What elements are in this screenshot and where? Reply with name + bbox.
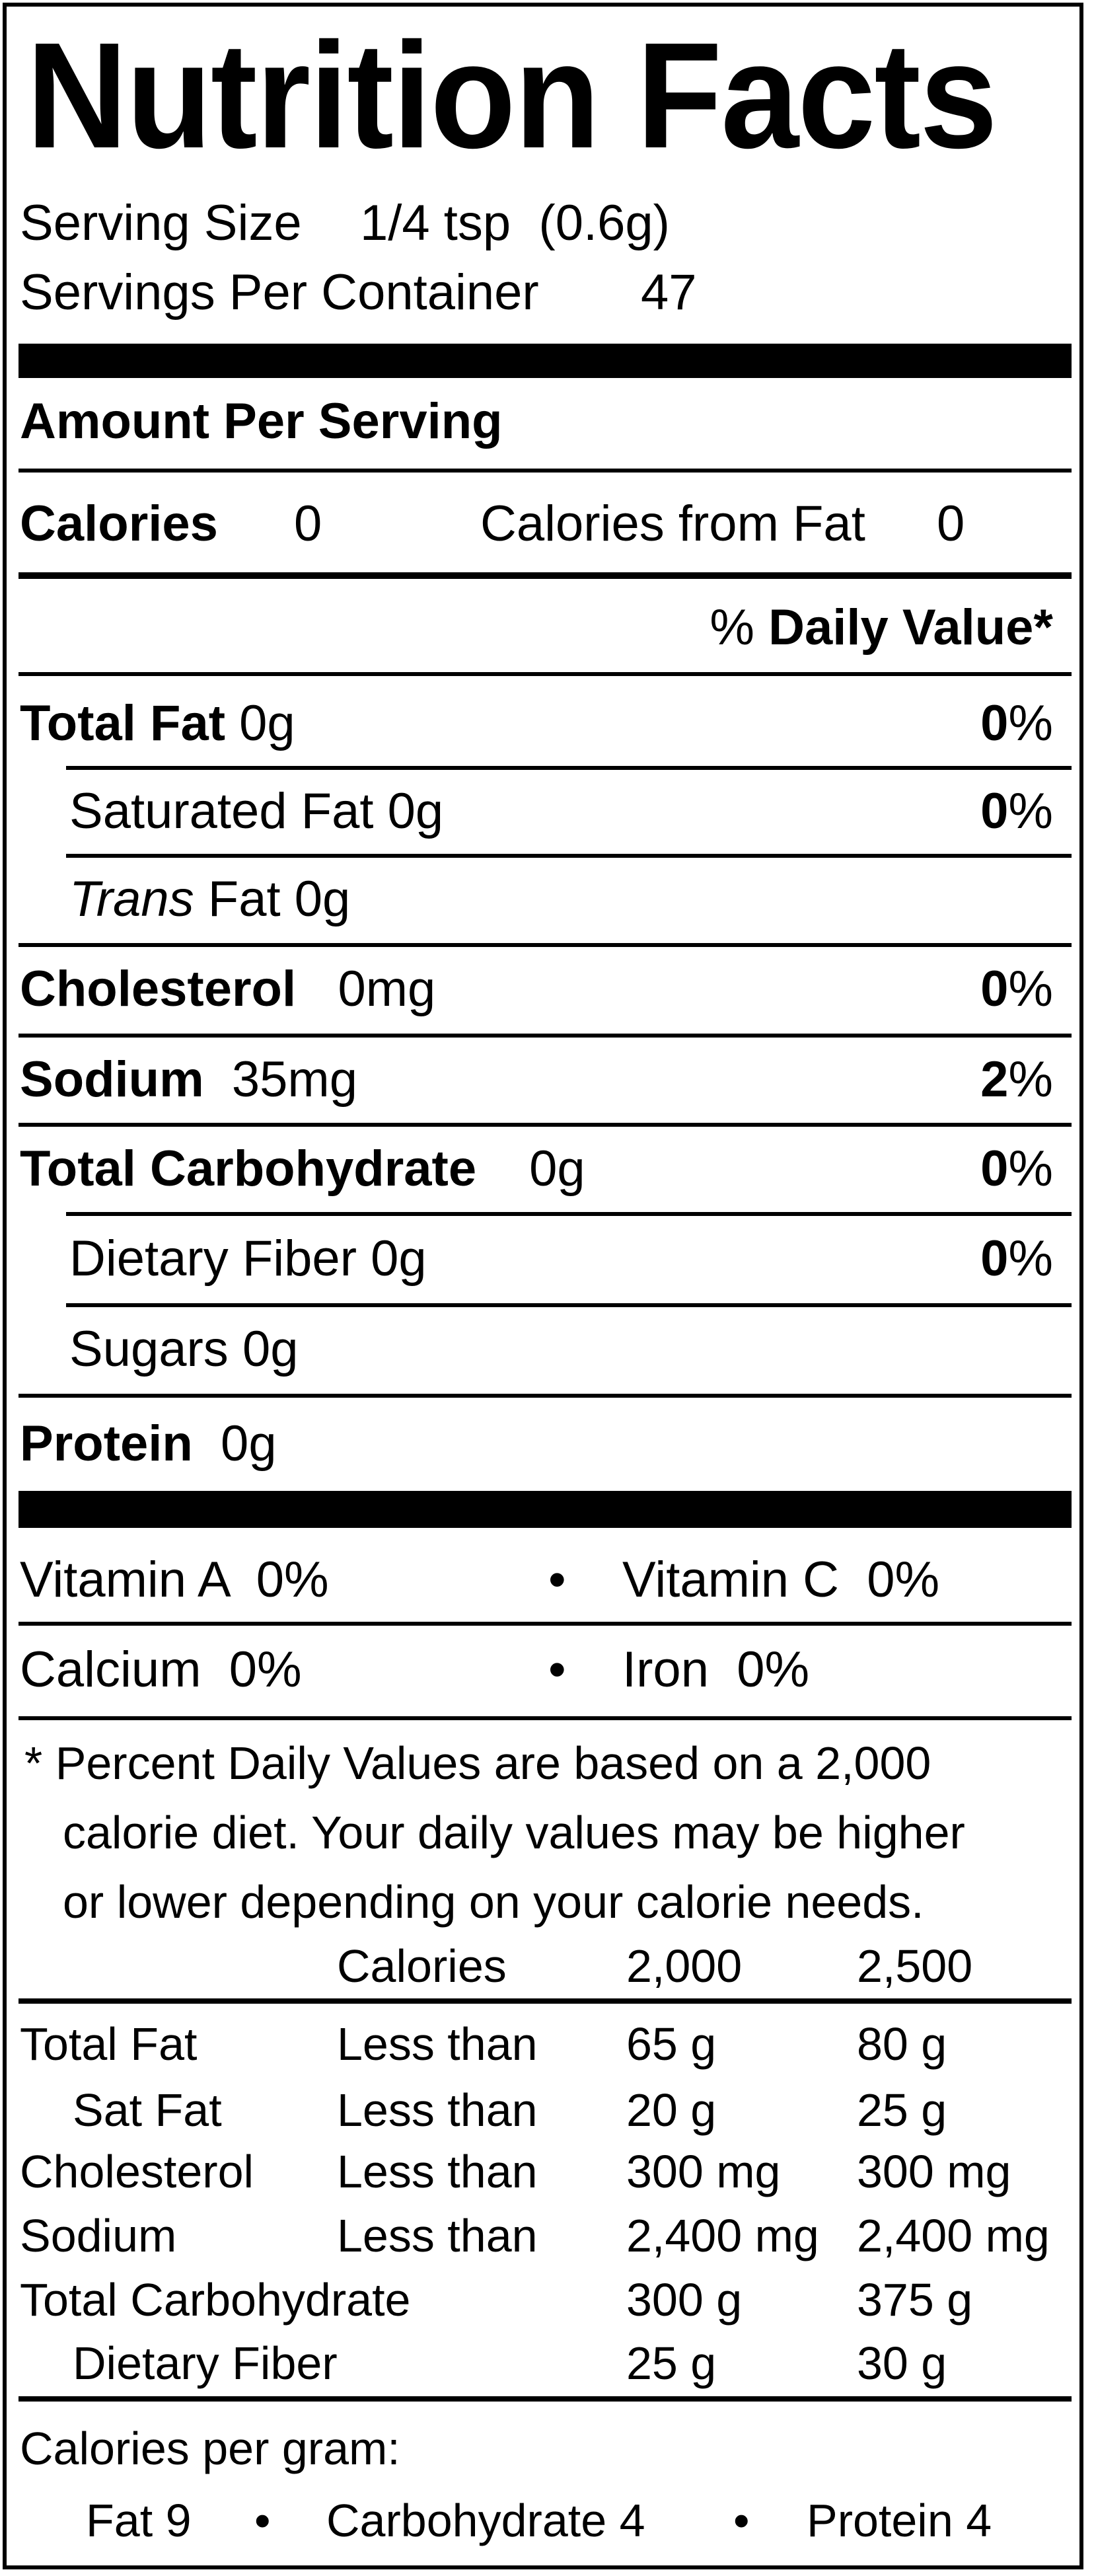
divider: [18, 572, 1072, 579]
thick-divider: [18, 344, 1072, 378]
footnote-line: calorie diet. Your daily values may be h…: [63, 1807, 965, 1858]
footnote-line: or lower depending on your calorie needs…: [63, 1876, 924, 1928]
dv-table-cell: Sat Fat: [73, 2084, 222, 2136]
dv-table-cell: Total Carbohydrate: [20, 2274, 411, 2326]
bullet: •: [548, 1552, 566, 1608]
calories-per-gram-protein: Protein 4: [807, 2495, 992, 2546]
calcium: Calcium 0%: [20, 1642, 302, 1698]
divider: [18, 1034, 1072, 1038]
dv-table-cell: 25 g: [626, 2337, 717, 2389]
dv-table-cell: Less than: [337, 2210, 538, 2261]
divider: [18, 2396, 1072, 2402]
divider: [66, 1303, 1072, 1307]
nutrient-total-fat: Total Fat 0g: [20, 695, 295, 751]
calories-per-gram-carbohydrate: Carbohydrate 4: [326, 2495, 645, 2546]
dv-table-header-calories: Calories: [337, 1940, 507, 1992]
dv-table-cell: Dietary Fiber: [73, 2337, 338, 2389]
dv-table-cell: 25 g: [857, 2084, 947, 2136]
nutrient-cholesterol: Cholesterol 0mg: [20, 961, 436, 1017]
dv-table-cell: 2,400 mg: [857, 2210, 1050, 2261]
vitamin-a: Vitamin A 0%: [20, 1552, 329, 1608]
servings-per-container-value: 47: [641, 264, 697, 321]
dv-table-cell: 80 g: [857, 2018, 947, 2070]
dv-dietary-fiber: 0%: [980, 1231, 1053, 1287]
divider: [18, 1123, 1072, 1127]
dv-table-cell: 375 g: [857, 2274, 973, 2326]
label-border: [3, 3, 1083, 2569]
bullet: •: [254, 2495, 271, 2546]
footnote-line: * Percent Daily Values are based on a 2,…: [24, 1737, 931, 1789]
bullet: •: [733, 2495, 750, 2546]
percent-sign: %: [710, 599, 754, 656]
dv-table-cell: Total Fat: [20, 2018, 198, 2070]
divider: [66, 854, 1072, 858]
divider: [18, 1394, 1072, 1398]
dv-table-header-2000: 2,000: [626, 1940, 743, 1992]
dv-total-fat: 0%: [980, 695, 1053, 751]
divider: [18, 1716, 1072, 1720]
page-title: Nutrition Facts: [26, 12, 998, 180]
dv-total-carbohydrate: 0%: [980, 1141, 1053, 1197]
dv-table-cell: Sodium: [20, 2210, 177, 2261]
bullet: •: [548, 1642, 566, 1698]
dv-sodium: 2%: [980, 1051, 1053, 1108]
dv-table-cell: 2,400 mg: [626, 2210, 819, 2261]
nutrient-sodium: Sodium 35mg: [20, 1051, 358, 1108]
calories-from-fat-label: Calories from Fat: [480, 496, 865, 552]
divider: [66, 766, 1072, 770]
divider: [18, 469, 1072, 473]
nutrient-total-carbohydrate: Total Carbohydrate 0g: [20, 1141, 585, 1197]
amount-per-serving: Amount Per Serving: [20, 393, 503, 449]
dv-table-cell: Less than: [337, 2084, 538, 2136]
divider: [18, 943, 1072, 947]
dv-table-cell: 65 g: [626, 2018, 717, 2070]
dv-table-cell: 30 g: [857, 2337, 947, 2389]
serving-size-value: 1/4 tsp (0.6g): [360, 195, 670, 251]
calories-per-gram-label: Calories per gram:: [20, 2423, 400, 2474]
nutrient-saturated-fat: Saturated Fat 0g: [69, 783, 444, 839]
dv-cholesterol: 0%: [980, 961, 1053, 1017]
divider: [18, 1622, 1072, 1626]
nutrient-protein: Protein 0g: [20, 1416, 277, 1472]
calories-value: 0: [294, 496, 322, 552]
dv-table-cell: Less than: [337, 2018, 538, 2070]
dv-table-cell: Less than: [337, 2146, 538, 2197]
thick-divider: [18, 1491, 1072, 1528]
dv-table-cell: 300 mg: [626, 2146, 781, 2197]
calories-label: Calories: [20, 496, 218, 552]
dv-table-header-2500: 2,500: [857, 1940, 973, 1992]
daily-value-label: Daily Value*: [768, 599, 1053, 656]
dv-table-cell: 300 mg: [857, 2146, 1011, 2197]
vitamin-c: Vitamin C 0%: [622, 1552, 940, 1608]
dv-table-cell: 20 g: [626, 2084, 717, 2136]
divider: [66, 1212, 1072, 1216]
calories-from-fat-value: 0: [937, 496, 965, 552]
dv-table-cell: 300 g: [626, 2274, 743, 2326]
servings-per-container-label: Servings Per Container: [20, 264, 539, 321]
nutrient-dietary-fiber: Dietary Fiber 0g: [69, 1231, 427, 1287]
daily-value-header: % Daily Value*: [710, 598, 1053, 658]
calories-per-gram-fat: Fat 9: [86, 2495, 192, 2546]
divider: [18, 1998, 1072, 2004]
iron: Iron 0%: [622, 1642, 810, 1698]
dv-saturated-fat: 0%: [980, 783, 1053, 839]
nutrient-sugars: Sugars 0g: [69, 1321, 299, 1377]
dv-table-cell: Cholesterol: [20, 2146, 254, 2197]
nutrient-trans-fat: Trans Fat 0g: [69, 871, 351, 927]
serving-size-label: Serving Size: [20, 195, 302, 251]
divider: [18, 672, 1072, 676]
